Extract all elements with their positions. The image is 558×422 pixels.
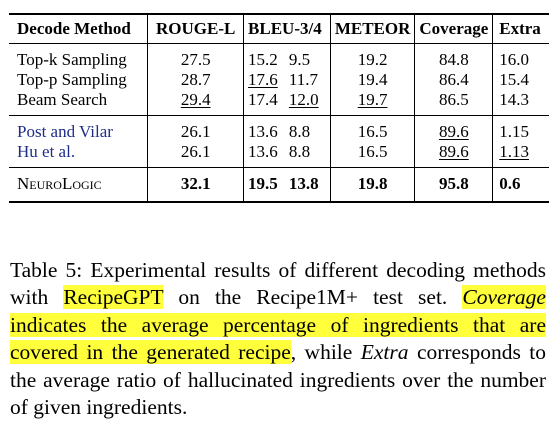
method-cell: NeuroLogic — [9, 167, 148, 203]
bleu4-cell: 8.8 — [288, 142, 311, 161]
bleu3-cell: 19.5 — [243, 167, 289, 203]
table-header-row: Decode Method ROUGE-L BLEU-3/4 METEOR Co… — [9, 13, 549, 44]
meteor-cell: 19.2 — [329, 43, 415, 70]
meteor-cell: 16.5 — [329, 115, 415, 142]
rouge-cell: 27.5 — [147, 43, 244, 70]
rouge-cell: 26.1 — [147, 115, 244, 142]
caption-text: Table 5: Experimental results of differe… — [10, 257, 546, 310]
extra-cell: 15.4 — [492, 70, 549, 90]
table-row: Post and Vilar 26.1 13.6 8.8 16.5 89.6 1… — [9, 115, 549, 142]
bleu4-cell: 9.5 — [288, 43, 331, 70]
header-coverage: Coverage — [414, 13, 493, 44]
bleu3-cell: 17.6 — [248, 70, 278, 89]
table-row: Hu et al. 26.1 13.6 8.8 16.5 89.6 1.13 — [9, 142, 549, 168]
highlight-coverage-definition: indicates the average percentage of ingr… — [10, 312, 546, 365]
rouge-cell: 32.1 — [147, 167, 244, 203]
coverage-cell: 86.5 — [414, 90, 493, 116]
bleu3-cell: 17.4 — [243, 90, 289, 116]
method-cell: Top-p Sampling — [17, 70, 127, 89]
extra-cell: 1.13 — [499, 142, 529, 161]
header-extra: Extra — [492, 13, 549, 44]
extra-term: Extra — [360, 340, 409, 364]
highlight-coverage-term: Coverage — [462, 285, 546, 309]
highlight-recipegpt: RecipeGPT — [63, 285, 164, 309]
meteor-cell: 19.7 — [357, 90, 388, 109]
rouge-cell: 26.1 — [147, 142, 244, 168]
bleu4-cell: 11.7 — [288, 70, 319, 89]
results-table: Decode Method ROUGE-L BLEU-3/4 METEOR Co… — [9, 13, 549, 203]
table-row-best: NeuroLogic 32.1 19.5 13.8 19.8 95.8 0.6 — [9, 167, 549, 203]
coverage-cell: 89.6 — [438, 122, 469, 141]
header-decode-method: Decode Method — [9, 13, 148, 44]
coverage-cell: 95.8 — [414, 167, 493, 203]
coverage-cell: 86.4 — [414, 70, 493, 90]
caption-text: on the Recipe1M+ test set. — [163, 285, 463, 309]
meteor-cell: 19.4 — [329, 70, 415, 90]
header-meteor: METEOR — [329, 13, 415, 44]
table-row: Top-p Sampling 28.7 17.6 11.7 19.4 86.4 … — [9, 70, 549, 90]
extra-cell: 1.15 — [492, 115, 549, 142]
bleu4-cell: 13.8 — [288, 167, 331, 203]
header-rouge-l: ROUGE-L — [147, 13, 244, 44]
bleu4-cell: 12.0 — [288, 90, 319, 109]
caption-text: , while — [290, 340, 361, 364]
caption-text: corresponds to the average ratio of hall… — [10, 340, 546, 419]
header-bleu: BLEU-3/4 — [243, 13, 331, 44]
coverage-cell: 84.8 — [414, 43, 493, 70]
extra-cell: 16.0 — [492, 43, 549, 70]
bleu3-cell: 13.6 — [243, 115, 289, 142]
method-cell: Beam Search — [17, 90, 108, 109]
rouge-cell: 28.7 — [147, 70, 244, 90]
extra-cell: 14.3 — [492, 90, 549, 116]
meteor-cell: 16.5 — [329, 142, 415, 168]
bleu3-cell: 15.2 — [243, 43, 289, 70]
method-cell-link[interactable]: Hu et al. — [17, 142, 76, 161]
rouge-cell: 29.4 — [180, 90, 211, 109]
bleu3-cell: 13.6 — [243, 142, 289, 168]
method-cell: Top-k Sampling — [9, 43, 148, 70]
table-row: Beam Search 29.4 17.4 12.0 19.7 86.5 14.… — [9, 90, 549, 116]
extra-cell: 0.6 — [492, 167, 549, 203]
bleu4-cell: 8.8 — [288, 115, 331, 142]
coverage-cell: 89.6 — [438, 142, 469, 161]
table-row: Top-k Sampling 27.5 15.2 9.5 19.2 84.8 1… — [9, 43, 549, 70]
table-caption: Table 5: Experimental results of differe… — [10, 257, 546, 422]
meteor-cell: 19.8 — [329, 167, 415, 203]
method-cell-link[interactable]: Post and Vilar — [9, 115, 148, 142]
